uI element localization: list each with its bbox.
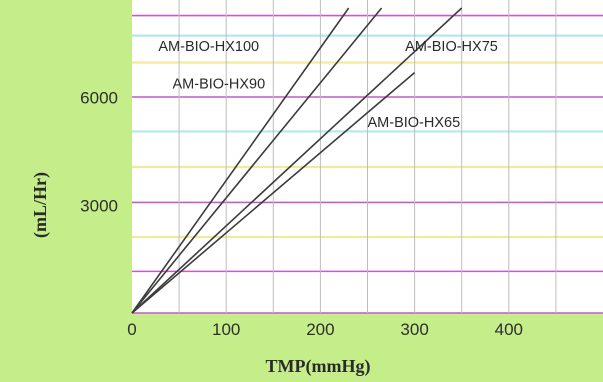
- series-annotation: AM-BIO-HX100: [158, 39, 259, 55]
- y-tick-label: 6000: [80, 89, 118, 108]
- x-tick-label: 400: [495, 320, 523, 339]
- series-annotations: AM-BIO-HX100 AM-BIO-HX90 AM-BIO-HX75 AM-BIO…: [158, 39, 497, 131]
- series-annotation: AM-BIO-HX65: [368, 115, 461, 131]
- y-tick-label: 3000: [80, 196, 118, 215]
- y-tick-labels: 3000 6000: [80, 89, 118, 216]
- series-lines: [131, 7, 463, 314]
- vertical-gridlines: [178, 0, 557, 313]
- series-line: [131, 7, 383, 314]
- x-tick-label: 200: [306, 320, 334, 339]
- x-tick-label: 0: [127, 320, 136, 339]
- x-axis-title: TMP(mmHg): [266, 356, 371, 377]
- series-annotation: AM-BIO-HX75: [405, 39, 498, 55]
- series-line: [131, 7, 463, 314]
- series-line: [131, 7, 350, 314]
- y-axis-title: (mL/Hr): [30, 172, 51, 238]
- x-tick-labels: 0 100 200 300 400: [127, 320, 523, 339]
- x-tick-label: 100: [212, 320, 240, 339]
- x-tick-label: 300: [400, 320, 428, 339]
- series-line: [131, 71, 416, 314]
- series-annotation: AM-BIO-HX90: [173, 77, 266, 93]
